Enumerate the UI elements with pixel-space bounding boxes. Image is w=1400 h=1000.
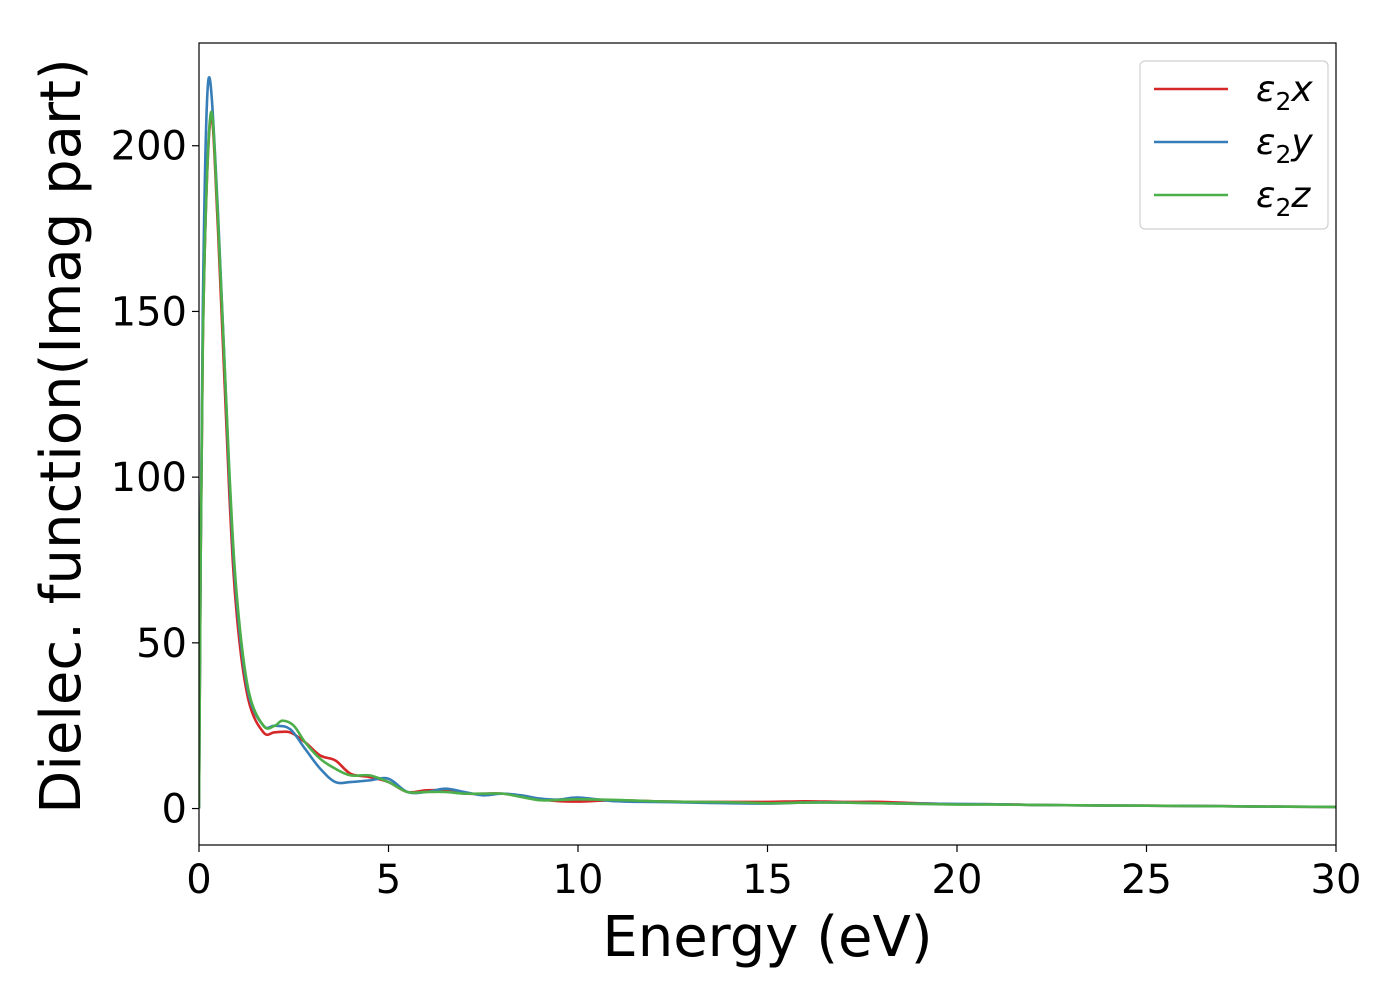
x-axis-title: Energy (eV) xyxy=(602,905,932,970)
x-tick-label: 10 xyxy=(553,857,604,903)
legend-label-x: ε2x xyxy=(1256,69,1313,116)
y-tick-label: 50 xyxy=(136,621,187,667)
legend-label-y: ε2y xyxy=(1256,122,1313,169)
y-tick-label: 100 xyxy=(111,455,187,501)
y-tick-label: 150 xyxy=(111,289,187,335)
ticks-layer: 0 5 10 15 20 25 30 0 50 100 150 200 xyxy=(111,124,1362,903)
y-tick-label: 0 xyxy=(162,787,187,833)
y-tick-label: 200 xyxy=(111,124,187,170)
series-line-z xyxy=(199,110,1336,809)
x-tick-label: 5 xyxy=(376,857,401,903)
x-tick-label: 30 xyxy=(1311,857,1362,903)
y-axis-title: Dielec. function(Imag part) xyxy=(29,58,94,814)
series-layer xyxy=(199,76,1336,809)
legend-box xyxy=(1139,60,1329,230)
x-tick-label: 0 xyxy=(186,857,211,903)
legend-label-z: ε2z xyxy=(1256,175,1311,222)
legend: ε2x ε2y ε2z xyxy=(1139,60,1329,230)
x-tick-label: 25 xyxy=(1121,857,1172,903)
x-tick-label: 20 xyxy=(932,857,983,903)
x-tick-label: 15 xyxy=(742,857,793,903)
